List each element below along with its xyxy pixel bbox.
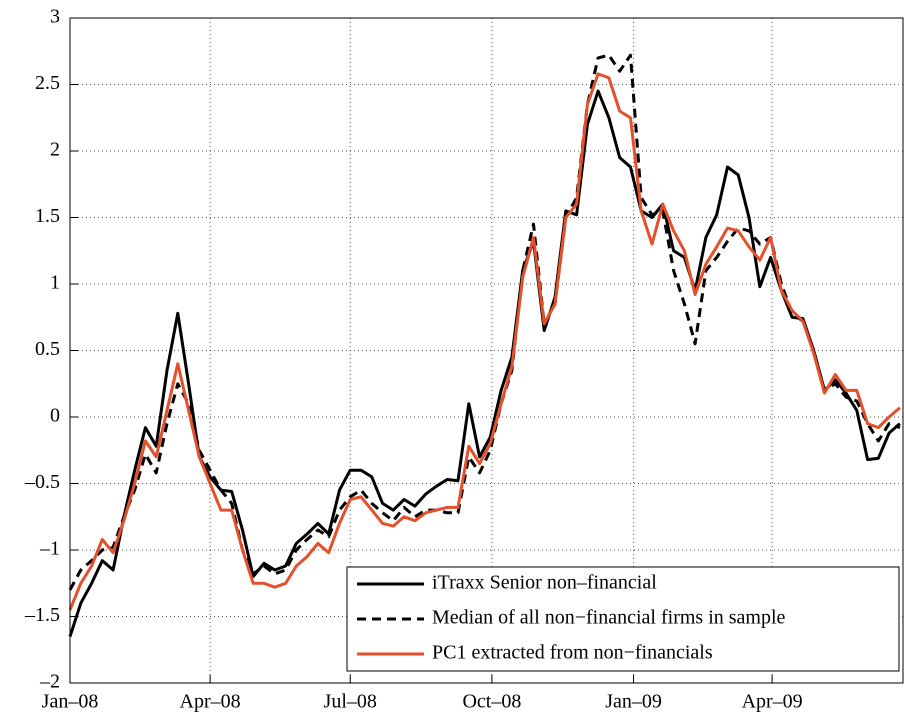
y-tick-label: –1 bbox=[39, 538, 60, 560]
series-line bbox=[68, 72, 901, 611]
y-tick-label: 2.5 bbox=[35, 72, 60, 94]
y-tick-label: –0.5 bbox=[24, 471, 60, 493]
x-tick-label: Jan–08 bbox=[42, 691, 99, 713]
y-tick-label: 1.5 bbox=[35, 205, 60, 227]
legend-box bbox=[346, 566, 900, 672]
x-tick-label: Jan–09 bbox=[605, 691, 662, 713]
legend-label: iTraxx Senior non–financial bbox=[432, 572, 657, 594]
y-tick-label: 3 bbox=[50, 6, 60, 28]
x-tick-label: Jul–08 bbox=[324, 691, 377, 713]
y-tick-label: 1 bbox=[50, 272, 60, 294]
y-tick-label: 2 bbox=[50, 139, 60, 161]
y-tick-label: 0.5 bbox=[35, 338, 60, 360]
legend-label: Median of all non−financial firms in sam… bbox=[432, 607, 786, 629]
y-tick-label: 0 bbox=[50, 405, 60, 427]
plot-frame bbox=[69, 17, 904, 684]
x-tick-label: Oct–08 bbox=[462, 691, 521, 713]
x-tick-label: Apr–09 bbox=[742, 691, 803, 713]
series-line bbox=[68, 53, 901, 591]
x-tick-label: Apr–08 bbox=[180, 691, 241, 713]
legend-label: PC1 extracted from non−financials bbox=[432, 642, 713, 664]
y-tick-label: –2 bbox=[39, 671, 60, 693]
series-line bbox=[68, 89, 901, 637]
y-tick-label: –1.5 bbox=[24, 604, 60, 626]
